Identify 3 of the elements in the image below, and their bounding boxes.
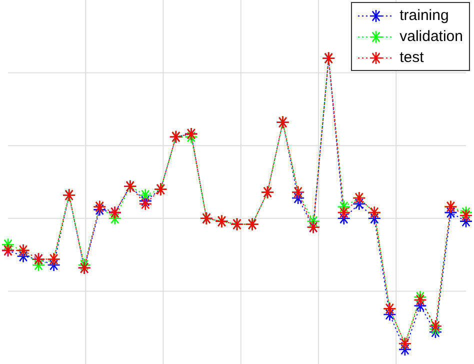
legend-label: validation bbox=[400, 28, 463, 45]
legend-label: training bbox=[400, 7, 449, 24]
legend-label: test bbox=[400, 49, 424, 66]
